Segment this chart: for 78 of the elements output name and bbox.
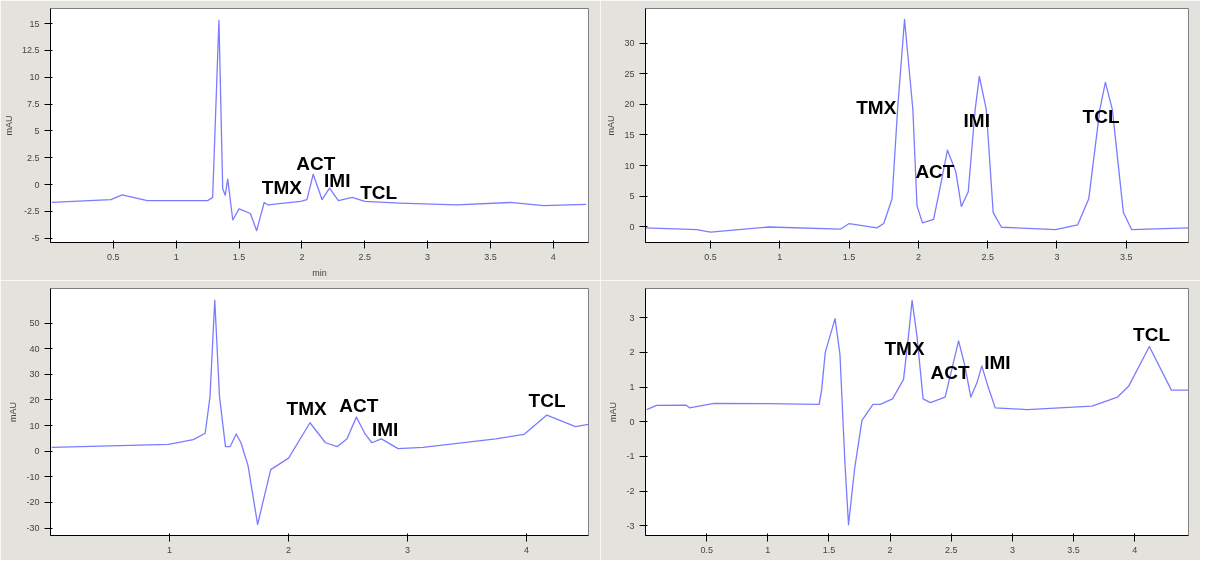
annotation: ACT <box>930 362 971 384</box>
y-tick-label: 20 <box>29 394 40 405</box>
y-tick-label: 30 <box>29 369 40 380</box>
y-tick-label: 0 <box>34 446 40 457</box>
x-tick-label: 3 <box>1009 544 1015 555</box>
x-tick-label: 3.5 <box>484 251 497 262</box>
x-tick-label: 0.5 <box>704 251 717 262</box>
y-tick-label: 25 <box>624 68 635 79</box>
annotation: TCL <box>1133 324 1171 346</box>
y-tick-label: 10 <box>624 160 635 171</box>
x-tick-label: 2 <box>915 251 921 262</box>
x-tick-label: 3 <box>405 544 411 555</box>
y-tick-label: 2.5 <box>26 152 40 163</box>
y-tick-label: 1 <box>629 382 635 393</box>
y-axis-title: mAU <box>8 402 19 422</box>
x-tick-label: 2.5 <box>358 251 372 262</box>
x-tick-label: 0.5 <box>107 251 120 262</box>
y-tick-label: -10 <box>26 471 40 482</box>
x-tick-label: 0.5 <box>700 544 713 555</box>
y-tick-label: -2.5 <box>23 206 40 217</box>
x-axis-title: min <box>312 267 327 278</box>
x-tick-label: 3.5 <box>1119 251 1133 262</box>
y-tick-label: 2 <box>629 347 635 358</box>
annotation: TCL <box>360 181 398 203</box>
y-tick-label: 3 <box>629 312 635 323</box>
x-tick-label: 1 <box>173 251 179 262</box>
y-tick-label: 0 <box>629 221 635 232</box>
annotation: TCL <box>528 389 566 411</box>
y-axis-title: mAU <box>3 115 14 136</box>
y-tick-label: 12.5 <box>21 45 40 56</box>
annotation: IMI <box>963 110 990 132</box>
y-tick-label: 15 <box>624 129 635 140</box>
y-tick-label: 10 <box>29 420 40 431</box>
x-tick-label: 1 <box>167 544 173 555</box>
y-axis-title: mAU <box>606 115 617 136</box>
x-tick-label: 4 <box>524 544 530 555</box>
y-tick-label: -1 <box>626 451 635 462</box>
x-tick-label: 2.5 <box>944 544 958 555</box>
y-tick-label: -3 <box>626 520 635 531</box>
annotation: ACT <box>915 160 955 182</box>
y-tick-label: 40 <box>29 343 40 354</box>
annotation: TMX <box>261 176 303 198</box>
x-tick-label: 2 <box>299 251 305 262</box>
y-tick-label: -2 <box>626 486 635 497</box>
annotation: TMX <box>884 337 925 359</box>
x-tick-label: 1 <box>777 251 783 262</box>
y-tick-label: 5 <box>629 191 635 202</box>
y-tick-label: 50 <box>29 318 40 329</box>
y-tick-label: -20 <box>26 497 40 508</box>
annotation: ACT <box>339 395 379 417</box>
x-tick-label: 4 <box>1132 544 1138 555</box>
x-tick-label: 1 <box>765 544 771 555</box>
annotation: TMX <box>856 96 897 118</box>
x-tick-label: 2 <box>286 544 292 555</box>
annotation: IMI <box>371 419 399 441</box>
y-tick-label: 5 <box>34 125 40 136</box>
x-tick-label: 4 <box>550 251 556 262</box>
x-tick-label: 2 <box>887 544 893 555</box>
x-tick-label: 3 <box>425 251 431 262</box>
x-tick-label: 3.5 <box>1067 544 1080 555</box>
y-tick-label: 15 <box>29 18 40 29</box>
x-tick-label: 1.5 <box>842 251 856 262</box>
annotation: IMI <box>984 351 1011 373</box>
y-tick-label: 10 <box>29 72 40 83</box>
annotation: TMX <box>286 397 327 419</box>
x-tick-label: 1.5 <box>822 544 836 555</box>
y-tick-label: 0 <box>34 179 40 190</box>
y-tick-label: 0 <box>629 416 635 427</box>
x-tick-label: 3 <box>1054 251 1060 262</box>
x-tick-label: 1.5 <box>232 251 246 262</box>
y-tick-label: 7.5 <box>26 99 40 110</box>
y-tick-label: -5 <box>31 233 40 244</box>
x-tick-label: 2.5 <box>981 251 994 262</box>
y-tick-label: 20 <box>624 99 635 110</box>
y-tick-label: 30 <box>624 38 635 49</box>
y-tick-label: -30 <box>26 523 40 534</box>
annotation: TCL <box>1082 106 1120 128</box>
y-axis-title: mAU <box>608 402 619 422</box>
